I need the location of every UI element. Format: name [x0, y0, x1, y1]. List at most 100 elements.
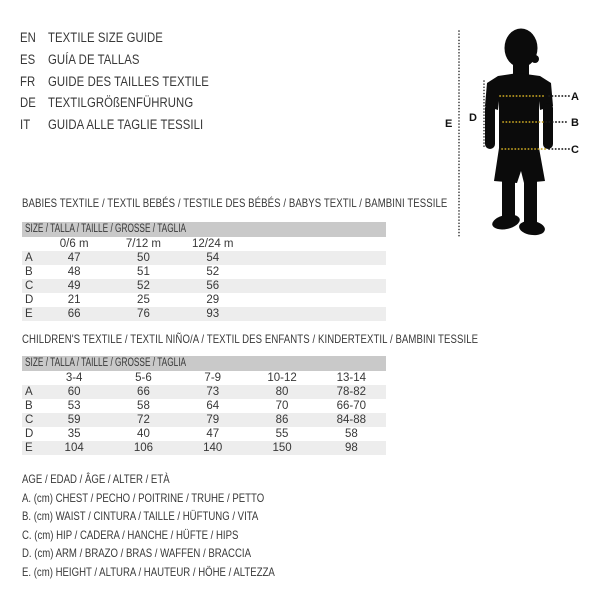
table-row: D 35 40 47 55 58 — [22, 427, 386, 441]
size-header-bar: SIZE / TALLA / TAILLE / GRÖSSE / TAGLIA — [22, 356, 386, 371]
row-label: D — [25, 293, 34, 306]
measurement-legend: AGE / EDAD / ÂGE / ALTER / ETÀ A. (cm) C… — [22, 470, 338, 581]
babies-size-table: SIZE / TALLA / TAILLE / GRÖSSE / TAGLIA … — [22, 222, 386, 321]
table-row: E 104 106 140 150 98 — [22, 440, 386, 455]
row-label: B — [25, 399, 33, 412]
measure-label-d: D — [469, 112, 477, 124]
language-label: GUIDA ALLE TAGLIE TESSILI — [48, 117, 204, 133]
language-row: ES GUÍA DE TALLAS — [20, 49, 240, 71]
measure-label-c: C — [571, 144, 579, 156]
size-value: 104 — [64, 441, 84, 454]
row-label: A — [25, 385, 33, 398]
measure-label-b: B — [571, 117, 579, 129]
size-value: 140 — [203, 441, 223, 454]
size-value: 58 — [344, 427, 358, 440]
size-value: 79 — [206, 413, 220, 426]
row-label: E — [25, 441, 33, 454]
table-row: C 59 72 79 86 84-88 — [22, 412, 386, 427]
language-label: TEXTILE SIZE GUIDE — [48, 30, 163, 46]
size-value: 58 — [137, 399, 150, 412]
size-value: 64 — [206, 399, 220, 412]
language-code: ES — [20, 52, 36, 68]
size-value: 48 — [67, 265, 81, 278]
legend-age-line: AGE / EDAD / ÂGE / ALTER / ETÀ — [22, 472, 170, 486]
legend-item: A. (cm) CHEST / PECHO / POITRINE / TRUHE… — [22, 490, 265, 505]
row-label: D — [25, 427, 34, 440]
size-value: 73 — [206, 385, 220, 398]
table-column-headers: 3-4 5-6 7-9 10-12 13-14 — [22, 371, 386, 385]
size-value: 86 — [275, 413, 289, 426]
row-label: C — [25, 413, 34, 426]
size-value: 47 — [206, 427, 220, 440]
language-code: IT — [20, 117, 31, 133]
row-label: A — [25, 251, 33, 264]
size-value: 80 — [275, 385, 289, 398]
column-header: 0/6 m — [59, 237, 89, 250]
table-row: A 47 50 54 — [22, 250, 386, 265]
table-row: E 66 76 93 — [22, 306, 386, 321]
size-value: 49 — [67, 279, 81, 292]
size-value: 35 — [67, 427, 81, 440]
size-value: 29 — [206, 293, 220, 306]
column-header: 5-6 — [135, 371, 152, 384]
legend-item: B. (cm) WAIST / CINTURA / TAILLE / HÜFTU… — [22, 509, 259, 523]
size-value: 66-70 — [336, 399, 367, 412]
size-value: 66 — [67, 307, 81, 320]
size-value: 98 — [344, 441, 358, 454]
size-value: 50 — [137, 251, 150, 264]
size-value: 70 — [275, 399, 289, 412]
column-header: 3-4 — [65, 371, 83, 384]
size-value: 52 — [206, 265, 220, 278]
column-header: 7/12 m — [125, 237, 162, 250]
legend-item: E. (cm) HEIGHT / ALTURA / HAUTEUR / HÖHE… — [22, 564, 275, 579]
children-size-table: SIZE / TALLA / TAILLE / GRÖSSE / TAGLIA … — [22, 356, 386, 455]
size-header-bar: SIZE / TALLA / TAILLE / GRÖSSE / TAGLIA — [22, 222, 386, 237]
babies-section-heading: BABIES TEXTILE / TEXTIL BEBÉS / TESTILE … — [22, 196, 448, 210]
table-row: B 53 58 64 70 66-70 — [22, 399, 386, 413]
legend-item: D. (cm) ARM / BRAZO / BRAS / WAFFEN / BR… — [22, 546, 251, 560]
column-header: 13-14 — [336, 371, 367, 384]
size-value: 78-82 — [336, 385, 367, 398]
size-value: 72 — [137, 413, 150, 426]
size-value: 150 — [272, 441, 292, 454]
language-row: FR GUIDE DES TAILLES TEXTILE — [20, 70, 240, 92]
language-row: IT GUIDA ALLE TAGLIE TESSILI — [20, 114, 240, 136]
table-row: A 60 66 73 80 78-82 — [22, 384, 386, 399]
language-code: DE — [20, 95, 36, 111]
row-label: C — [25, 279, 34, 292]
measure-label-e: E — [445, 118, 452, 130]
table-column-headers: 0/6 m 7/12 m 12/24 m — [22, 237, 386, 251]
column-header: 7-9 — [204, 371, 222, 384]
language-code: EN — [20, 30, 36, 46]
column-header: 10-12 — [267, 371, 297, 384]
measurement-figure: A B C D E — [445, 28, 579, 238]
language-label: GUÍA DE TALLAS — [48, 52, 140, 68]
row-label: E — [25, 307, 33, 320]
size-value: 55 — [275, 427, 289, 440]
size-value: 59 — [67, 413, 81, 426]
row-label: B — [25, 265, 33, 278]
table-row: B 48 51 52 — [22, 265, 386, 279]
measure-label-a: A — [571, 91, 579, 103]
size-value: 25 — [137, 293, 150, 306]
language-row: EN TEXTILE SIZE GUIDE — [20, 27, 240, 49]
size-value: 93 — [206, 307, 220, 320]
size-value: 106 — [133, 441, 154, 454]
child-silhouette-icon — [485, 28, 553, 236]
size-value: 21 — [67, 293, 81, 306]
children-section-heading: CHILDREN'S TEXTILE / TEXTIL NIÑO/A / TEX… — [22, 332, 479, 346]
size-value: 66 — [137, 385, 150, 398]
table-row: D 21 25 29 — [22, 293, 386, 307]
size-value: 53 — [67, 399, 81, 412]
language-code: FR — [20, 73, 36, 89]
language-label: GUIDE DES TAILLES TEXTILE — [48, 73, 209, 89]
size-value: 40 — [137, 427, 150, 440]
language-label: TEXTILGRÖßENFÜHRUNG — [48, 95, 194, 111]
size-value: 84-88 — [336, 413, 367, 426]
legend-item: C. (cm) HIP / CADERA / HANCHE / HÜFTE / … — [22, 527, 239, 542]
size-value: 76 — [137, 307, 150, 320]
size-value: 60 — [67, 385, 81, 398]
table-row: C 49 52 56 — [22, 278, 386, 293]
size-value: 54 — [206, 251, 220, 264]
size-value: 51 — [137, 265, 150, 278]
